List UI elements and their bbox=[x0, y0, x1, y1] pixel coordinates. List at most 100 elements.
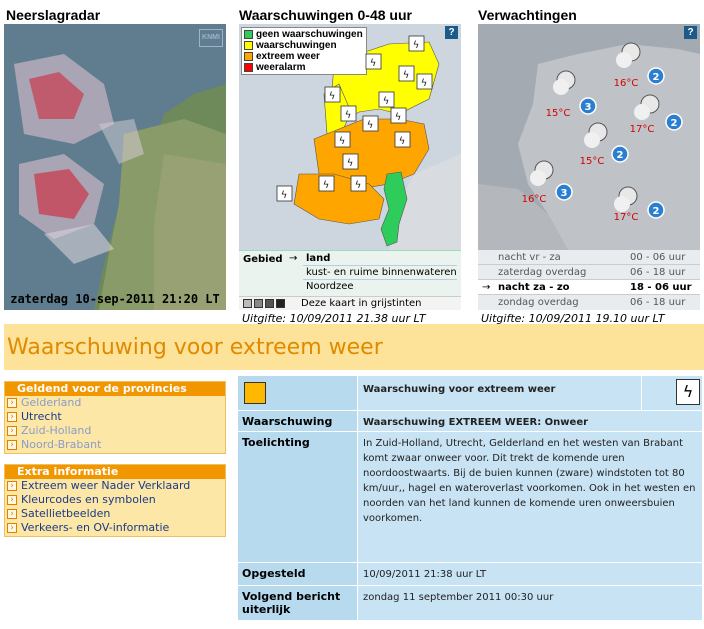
province-label: Noord-Brabant bbox=[21, 438, 102, 451]
province-label: Utrecht bbox=[21, 410, 62, 423]
province-zuid-holland[interactable]: › Zuid-Holland bbox=[5, 424, 225, 438]
area-option-kust[interactable]: kust- en ruime binnenwateren bbox=[303, 266, 457, 280]
area-arrow: → bbox=[289, 253, 298, 264]
period-hours: 06 - 18 uur bbox=[630, 267, 686, 278]
gray-swatch bbox=[243, 299, 252, 308]
detail-label: Waarschuwing bbox=[238, 411, 358, 431]
svg-text:ϟ: ϟ bbox=[403, 70, 410, 81]
grayscale-toggle[interactable]: Deze kaart in grijstinten bbox=[239, 296, 461, 310]
legend-label: weeralarm bbox=[256, 62, 306, 73]
divider bbox=[238, 431, 702, 432]
detail-header-title: Waarschuwing voor extreem weer bbox=[359, 376, 642, 410]
detail-row-volgend-bericht: Volgend bericht uiterlijk zondag 11 sept… bbox=[238, 586, 702, 620]
provinces-box: Geldend voor de provincies › Gelderland … bbox=[4, 381, 226, 454]
legend-item: geen waarschuwingen bbox=[244, 29, 363, 40]
forecast-help-button[interactable]: ? bbox=[684, 26, 697, 39]
extra-link-satellietbeelden[interactable]: › Satellietbeelden bbox=[5, 507, 225, 521]
extra-link-nader-verklaard[interactable]: › Extreem weer Nader Verklaard bbox=[5, 479, 225, 493]
arrow-right-icon: › bbox=[7, 426, 17, 436]
arrow-right-icon: › bbox=[7, 481, 17, 491]
extra-link-label: Satellietbeelden bbox=[21, 507, 111, 520]
detail-row-waarschuwing: Waarschuwing Waarschuwing EXTREEM WEER: … bbox=[238, 411, 702, 431]
forecast-issued: Uitgifte: 10/09/2011 19.10 uur LT bbox=[481, 312, 665, 325]
period-label: zaterdag overdag bbox=[498, 267, 587, 278]
lightning-cell: ϟ bbox=[642, 376, 702, 410]
svg-text:ϟ: ϟ bbox=[339, 136, 346, 147]
selected-arrow: → bbox=[482, 282, 491, 293]
detail-value: zondag 11 september 2011 00:30 uur bbox=[363, 592, 554, 603]
area-option-noordzee[interactable]: Noordzee bbox=[306, 281, 354, 292]
svg-text:ϟ: ϟ bbox=[367, 120, 374, 131]
grayscale-link[interactable]: Deze kaart in grijstinten bbox=[301, 298, 422, 309]
provinces-header: Geldend voor de provincies bbox=[5, 382, 225, 396]
svg-text:ϟ: ϟ bbox=[370, 58, 377, 69]
province-noord-brabant[interactable]: › Noord-Brabant bbox=[5, 438, 225, 452]
wind-force: 2 bbox=[617, 150, 624, 161]
temperature: 16°C bbox=[614, 78, 639, 89]
banner-title: Waarschuwing voor extreem weer bbox=[7, 335, 383, 360]
detail-value: Waarschuwing EXTREEM WEER: Onweer bbox=[363, 417, 589, 428]
extra-link-kleurcodes[interactable]: › Kleurcodes en symbolen bbox=[5, 493, 225, 507]
legend-label: geen waarschuwingen bbox=[256, 29, 363, 40]
warnings-legend: geen waarschuwingen waarschuwingen extre… bbox=[241, 27, 367, 75]
period-label: zondag overdag bbox=[498, 297, 579, 308]
svg-text:ϟ: ϟ bbox=[421, 78, 428, 89]
warnings-help-button[interactable]: ? bbox=[445, 26, 458, 39]
svg-text:ϟ: ϟ bbox=[323, 180, 330, 191]
province-gelderland[interactable]: › Gelderland bbox=[5, 396, 225, 410]
legend-swatch bbox=[244, 52, 253, 61]
svg-text:ϟ: ϟ bbox=[347, 158, 354, 169]
period-row[interactable]: zondag overdag 06 - 18 uur bbox=[478, 295, 700, 310]
arrow-right-icon: › bbox=[7, 412, 17, 422]
divider bbox=[238, 585, 702, 586]
warning-detail-table: Waarschuwing voor extreem weer ϟ Waarsch… bbox=[238, 376, 702, 620]
svg-text:ϟ: ϟ bbox=[329, 91, 336, 102]
province-label: Zuid-Holland bbox=[21, 424, 92, 437]
period-row[interactable]: zaterdag overdag 06 - 18 uur bbox=[478, 265, 700, 280]
warnings-map[interactable]: geen waarschuwingen waarschuwingen extre… bbox=[239, 24, 461, 250]
lightning-icon: ϟ bbox=[676, 379, 700, 405]
arrow-right-icon: › bbox=[7, 495, 17, 505]
svg-text:ϟ: ϟ bbox=[383, 96, 390, 107]
divider bbox=[238, 562, 702, 563]
wind-force: 3 bbox=[585, 102, 592, 113]
detail-label: Opgesteld bbox=[238, 563, 358, 585]
svg-text:ϟ: ϟ bbox=[345, 110, 352, 121]
detail-row-toelichting: Toelichting In Zuid-Holland, Utrecht, Ge… bbox=[238, 432, 702, 562]
detail-value: 10/09/2011 21:38 uur LT bbox=[363, 569, 487, 580]
legend-swatch bbox=[244, 63, 253, 72]
legend-item: waarschuwingen bbox=[244, 40, 363, 51]
area-label: Gebied bbox=[243, 254, 283, 265]
warning-banner: Waarschuwing voor extreem weer bbox=[4, 324, 704, 370]
temperature: 17°C bbox=[614, 212, 639, 223]
period-row-selected[interactable]: → nacht za - zo 18 - 06 uur bbox=[478, 280, 700, 295]
gray-swatch bbox=[265, 299, 274, 308]
period-hours: 18 - 06 uur bbox=[630, 282, 692, 293]
warnings-issued: Uitgifte: 10/09/2011 21.38 uur LT bbox=[242, 312, 426, 325]
period-label: nacht za - zo bbox=[498, 282, 570, 293]
temperature: 17°C bbox=[630, 124, 655, 135]
svg-text:ϟ: ϟ bbox=[355, 180, 362, 191]
radar-timestamp: zaterdag 10-sep-2011 21:20 LT bbox=[10, 292, 220, 306]
legend-item: extreem weer bbox=[244, 51, 363, 62]
radar-map[interactable]: KNMI zaterdag 10-sep-2011 21:20 LT bbox=[4, 24, 226, 310]
period-row[interactable]: nacht vr - za 00 - 06 uur bbox=[478, 250, 700, 265]
extra-info-header: Extra informatie bbox=[5, 465, 225, 479]
arrow-right-icon: › bbox=[7, 509, 17, 519]
wind-force: 2 bbox=[653, 72, 660, 83]
area-option-land[interactable]: land bbox=[303, 252, 457, 266]
forecast-markers: 3 2 2 2 3 2 15°C 16°C 17°C 15°C 16°C 17°… bbox=[522, 42, 683, 223]
extra-link-label: Verkeers- en OV-informatie bbox=[21, 521, 170, 534]
detail-label: Toelichting bbox=[238, 432, 358, 562]
period-hours: 06 - 18 uur bbox=[630, 297, 686, 308]
wind-force: 2 bbox=[653, 206, 660, 217]
province-utrecht[interactable]: › Utrecht bbox=[5, 410, 225, 424]
arrow-right-icon: › bbox=[7, 398, 17, 408]
wind-force: 2 bbox=[671, 118, 678, 129]
extra-link-verkeer[interactable]: › Verkeers- en OV-informatie bbox=[5, 521, 225, 535]
svg-text:ϟ: ϟ bbox=[413, 40, 420, 51]
svg-text:ϟ: ϟ bbox=[281, 190, 288, 201]
extra-info-box: Extra informatie › Extreem weer Nader Ve… bbox=[4, 464, 226, 537]
forecast-map[interactable]: ? 3 2 2 2 3 2 15°C 16°C 17°C 15°C bbox=[478, 24, 700, 250]
temperature: 15°C bbox=[580, 156, 605, 167]
